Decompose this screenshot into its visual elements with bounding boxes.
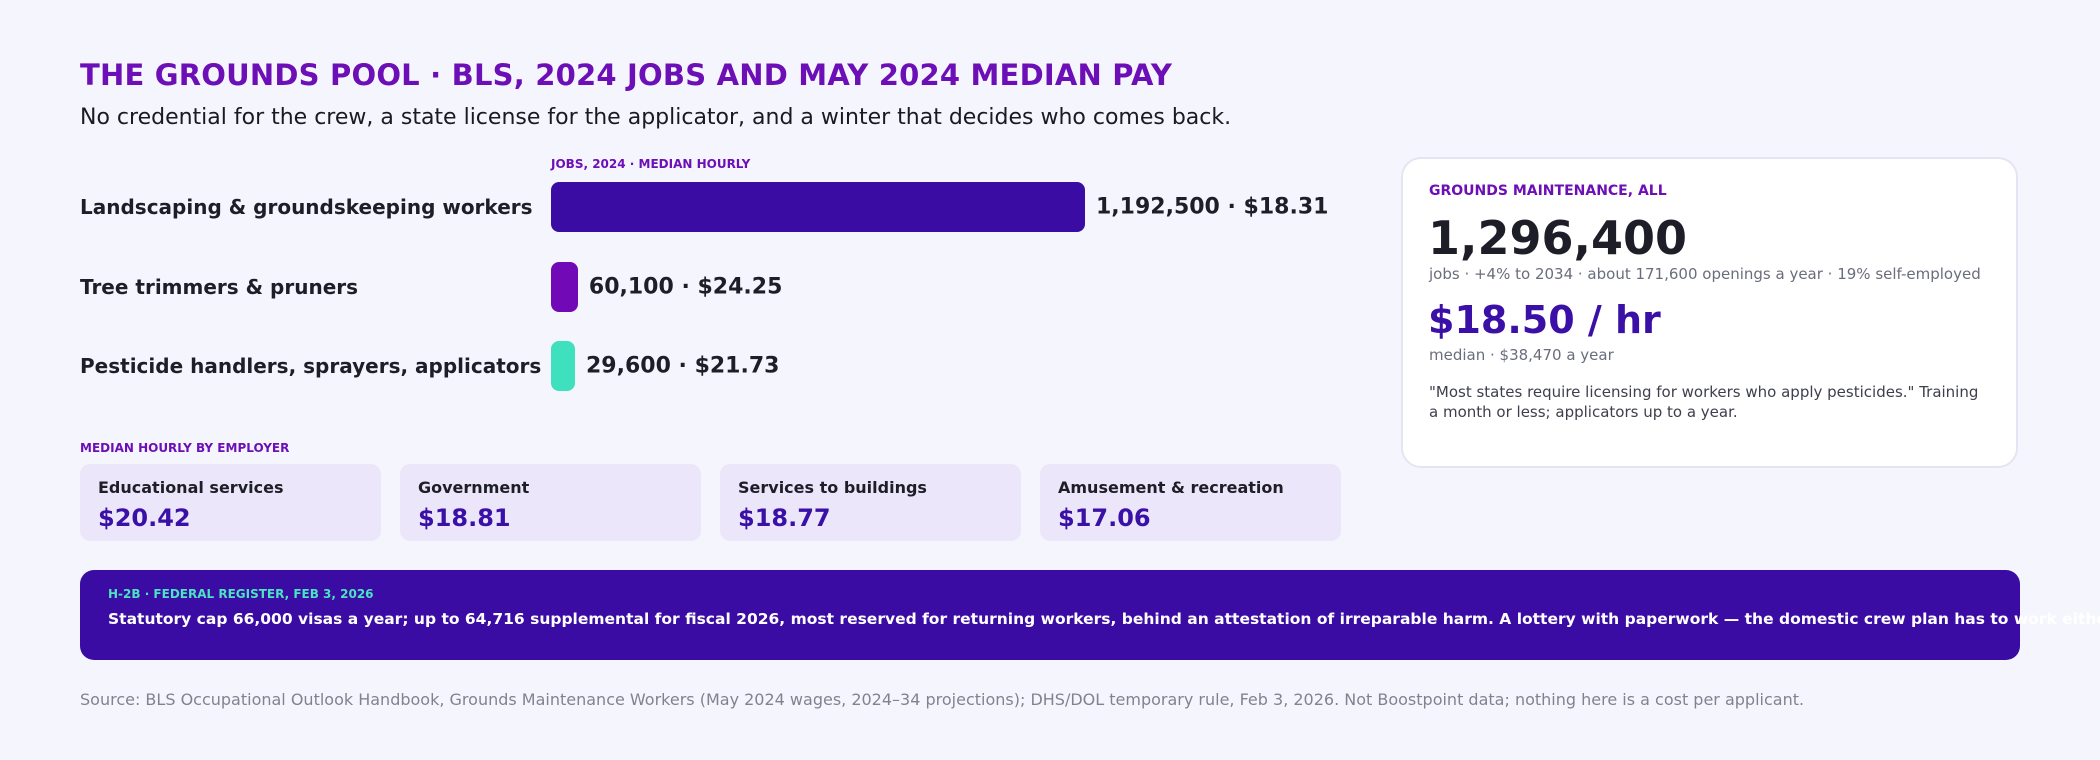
employer-median-hourly: $18.81: [418, 504, 511, 532]
employer-card: Educational services $20.42: [80, 464, 381, 541]
bar: [551, 341, 575, 391]
category-label: Landscaping & groundskeeping workers: [80, 195, 533, 219]
category-label: Pesticide handlers, sprayers, applicator…: [80, 354, 542, 378]
chart-title: THE GROUNDS POOL · BLS, 2024 JOBS AND MA…: [80, 58, 1173, 92]
source-note: Source: BLS Occupational Outlook Handboo…: [80, 690, 1805, 709]
employer-median-hourly: $18.77: [738, 504, 831, 532]
employer-name: Services to buildings: [738, 478, 927, 497]
employer-card: Government $18.81: [400, 464, 701, 541]
summary-stat-card: GROUNDS MAINTENANCE, ALL 1,296,400 jobs …: [1401, 157, 2018, 468]
employer-caption: MEDIAN HOURLY BY EMPLOYER: [80, 441, 290, 455]
median-pay-value: $18.50 / hr: [1428, 298, 1661, 342]
bar: [551, 182, 1085, 232]
h2b-banner: H-2B · FEDERAL REGISTER, FEB 3, 2026 Sta…: [80, 570, 2100, 660]
stat-card-caption: GROUNDS MAINTENANCE, ALL: [1429, 183, 1667, 199]
bar-chart-caption: JOBS, 2024 · MEDIAN HOURLY: [551, 157, 751, 171]
bar-value-label: 60,100 · $24.25: [588, 274, 783, 300]
chart-subtitle: No credential for the crew, a state lice…: [80, 105, 1232, 130]
employer-median-hourly: $20.42: [98, 504, 191, 532]
pay-detail: median · $38,470 a year: [1429, 346, 1614, 364]
employer-name: Educational services: [98, 478, 284, 497]
licensing-note: "Most states require licensing for worke…: [1429, 383, 1979, 421]
employer-card: Amusement & recreation $17.06: [1040, 464, 1341, 541]
employer-median-hourly: $17.06: [1058, 504, 1151, 532]
banner-text: Statutory cap 66,000 visas a year; up to…: [108, 610, 2100, 628]
total-jobs-value: 1,296,400: [1428, 211, 1687, 265]
employer-name: Government: [418, 478, 530, 497]
employer-name: Amusement & recreation: [1058, 478, 1284, 497]
employer-card: Services to buildings $18.77: [720, 464, 1021, 541]
bar-value-label: 29,600 · $21.73: [586, 353, 780, 379]
banner-caption: H-2B · FEDERAL REGISTER, FEB 3, 2026: [108, 587, 374, 601]
jobs-detail: jobs · +4% to 2034 · about 171,600 openi…: [1429, 265, 1981, 283]
category-label: Tree trimmers & pruners: [80, 275, 359, 299]
bar-value-label: 1,192,500 · $18.31: [1096, 194, 1329, 220]
bar: [551, 262, 578, 312]
